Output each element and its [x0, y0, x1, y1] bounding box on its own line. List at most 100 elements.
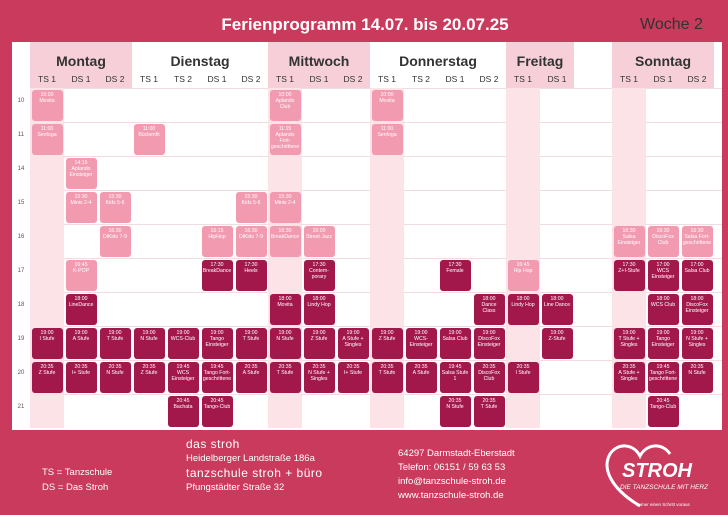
event: 18:00 DiscoFox Einsteiger	[681, 293, 713, 325]
event-time: 20:35	[622, 363, 636, 370]
logo-name: STROH	[622, 460, 692, 482]
event-title: T Stufe	[480, 403, 498, 410]
event-title: Salsa Stufe 1	[441, 369, 469, 382]
event: 17:30 Z+I-Stufe	[613, 259, 645, 291]
event-time: 20:35	[74, 363, 88, 370]
event-time: 18:00	[656, 295, 670, 302]
column-label: TS 1	[38, 74, 56, 84]
event-time: 19:00	[278, 329, 292, 336]
event-time: 10:00	[380, 91, 394, 98]
event-time: 18:00	[550, 295, 564, 302]
event-time: 19:00	[622, 329, 636, 336]
event-title: Lindy Hop	[307, 301, 331, 308]
logo-tagline: DIE TANZSCHULE MIT HERZ	[620, 484, 708, 491]
logo-heart	[605, 444, 672, 508]
event-title: Salsa Club	[684, 267, 710, 274]
event-time: 19:00	[690, 329, 704, 336]
event-time: 18:00	[312, 295, 326, 302]
event-title: Tango Einsteiger	[205, 335, 229, 348]
event: 19:00 N Stufe	[269, 327, 301, 359]
event-title: N Stufe	[688, 369, 706, 376]
event: 16:30 Salsa Einsteiger	[613, 225, 645, 257]
event: 15:30 Minis 2-4	[65, 191, 97, 223]
event-time: 20:35	[690, 363, 704, 370]
event-time: 19:45	[656, 363, 670, 370]
event-title: Movita	[39, 97, 55, 104]
day-name: Donnerstag	[399, 53, 477, 69]
title: Ferienprogramm 14.07. bis 20.07.25	[221, 15, 509, 34]
event-time: 19:00	[74, 329, 88, 336]
column-label: TS 1	[140, 74, 158, 84]
day-header-bg	[30, 42, 132, 88]
legend-ts: TS = Tanzschule	[42, 467, 113, 478]
event: 19:45 Tango Fort-geschrittene	[201, 361, 233, 393]
event: 20:35 A Stufe + Singles	[613, 361, 645, 393]
event: 11:15 Aplando Fort-geschrittene	[269, 123, 301, 155]
event-title: T Stufe	[378, 369, 396, 376]
event: 16:30 Salsa Fort-geschrittene	[681, 225, 713, 257]
event: 18:00 WCS Club	[647, 293, 679, 325]
event: 10:00 Aplando Club	[269, 89, 301, 121]
event-title: Bachata	[173, 403, 193, 410]
event-title: Z-Stufe	[548, 335, 566, 342]
event: 11:00 Senfoga	[371, 123, 403, 155]
event-title: Tango Einsteiger	[651, 335, 675, 348]
column-label: TS 1	[378, 74, 396, 84]
event-title: N Stufe + Singles	[308, 369, 330, 382]
hour-label: 20	[17, 370, 25, 376]
event-title: Kids 5-6	[241, 199, 261, 206]
event-time: 16:00	[312, 227, 326, 234]
event: 20:35 I+ Stufe	[337, 361, 369, 393]
event: 19:00 T Stufe + Singles	[613, 327, 645, 359]
event-time: 10:00	[40, 91, 54, 98]
event-time: 19:00	[656, 329, 670, 336]
event-title: N Stufe	[446, 403, 464, 410]
event-time: 20:35	[312, 363, 326, 370]
column-label: TS 1	[620, 74, 638, 84]
event-time: 19:00	[142, 329, 156, 336]
event: 19:45 Tango Fort-geschrittene	[647, 361, 679, 393]
event: 18:00 Dance Class	[473, 293, 505, 325]
event-title: T Stufe	[276, 369, 294, 376]
schedule-grid: 10 11 14 15 16 17 18 19 20 21 Montag TS 1 10:00 Movit…	[12, 42, 722, 430]
event-title: N Stufe	[140, 335, 158, 342]
event-time: 19:00	[176, 329, 190, 336]
event-title: Movita	[277, 301, 293, 308]
event-time: 20:35	[108, 363, 122, 370]
contact: info@tanzschule-stroh.de	[398, 476, 506, 487]
event: 18:00 LineDance	[65, 293, 97, 325]
event-time: 19:00	[346, 329, 360, 336]
event: 16:30 DiKids 7-9	[235, 225, 267, 257]
event-time: 17:00	[656, 261, 670, 268]
contact: Telefon: 06151 / 59 63 53	[398, 462, 506, 473]
event: 16:45 Hip Hop	[507, 259, 539, 291]
event-title: Hip Hop	[513, 267, 533, 274]
event-time: 20:35	[142, 363, 156, 370]
event: 15:30 Kids 5-6	[99, 191, 131, 223]
event: 17:30 Contem-porary	[303, 259, 335, 291]
event-time: 20:35	[482, 397, 496, 404]
event-title: Heels	[244, 267, 258, 274]
event: 20:35 I+ Stufe	[65, 361, 97, 393]
event-time: 20:45	[176, 397, 190, 404]
event: 19:45 WCS Einsteiger	[167, 361, 199, 393]
event-title: Female	[446, 267, 464, 274]
event-time: 19:00	[550, 329, 564, 336]
event-title: N Stufe + Singles	[686, 335, 708, 348]
column-label: DS 1	[309, 74, 329, 84]
event: 19:00 A Stufe + Singles	[337, 327, 369, 359]
event-title: Aplando Fort-geschrittene	[270, 131, 300, 150]
event-time: 15:30	[74, 193, 88, 200]
event: 17:00 Salsa Club	[681, 259, 713, 291]
event-title: Salsa Einsteiger	[617, 233, 641, 246]
event-title: Z Stufe	[38, 369, 56, 376]
event-time: 20:35	[278, 363, 292, 370]
event-title: DiscoFox Club	[478, 369, 500, 382]
event-time: 19:00	[210, 329, 224, 336]
day-header-bg	[612, 42, 714, 88]
event: 19:00 Z Stufe	[371, 327, 403, 359]
event: 19:00 DiscoFox Einsteiger	[473, 327, 505, 359]
event-time: 20:45	[656, 397, 670, 404]
event-title: A Stufe	[412, 369, 430, 376]
